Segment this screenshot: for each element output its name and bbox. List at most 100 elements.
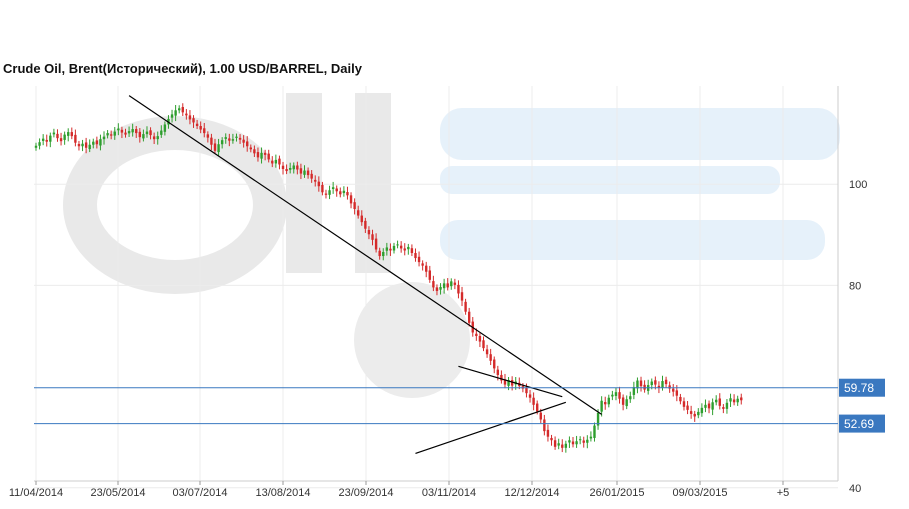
candle-18 xyxy=(99,134,102,151)
candle-180 xyxy=(679,393,682,405)
candle-42 xyxy=(185,109,188,120)
candle-body xyxy=(711,402,714,410)
candle-body xyxy=(403,248,406,251)
candle-body xyxy=(571,441,575,445)
candle-191 xyxy=(718,393,721,410)
candle-34 xyxy=(156,131,159,145)
candle-76 xyxy=(306,167,310,179)
candle-body xyxy=(249,147,252,150)
candle-118 xyxy=(457,280,460,299)
candle-body xyxy=(285,169,288,172)
candle-19 xyxy=(102,131,106,145)
candle-163 xyxy=(618,386,621,404)
candle-body xyxy=(700,407,704,414)
candle-body xyxy=(371,234,374,240)
candle-61 xyxy=(253,145,256,157)
candle-14 xyxy=(84,137,88,154)
candle-body xyxy=(41,138,45,141)
candle-80 xyxy=(321,181,324,196)
candle-body xyxy=(621,397,625,405)
candle-body xyxy=(92,141,95,145)
candle-body xyxy=(704,404,707,408)
candle-body xyxy=(353,202,356,209)
candle-150 xyxy=(571,436,575,448)
candle-body xyxy=(174,110,177,116)
candle-38 xyxy=(170,109,174,123)
candle-body xyxy=(357,210,360,216)
candle-body xyxy=(77,143,81,147)
candle-120 xyxy=(464,298,467,315)
candle-131 xyxy=(503,373,507,389)
price-candles xyxy=(34,103,743,453)
candle-93 xyxy=(367,226,371,240)
candle-body xyxy=(349,195,353,204)
candle-body xyxy=(636,380,639,389)
candle-body xyxy=(127,131,131,134)
candle-body xyxy=(421,263,424,266)
candle-96 xyxy=(378,247,381,260)
candle-67 xyxy=(274,154,278,168)
candle-body xyxy=(446,283,449,288)
candle-body xyxy=(52,132,56,135)
candle-107 xyxy=(417,251,421,267)
candle-196 xyxy=(736,395,739,406)
candle-148 xyxy=(564,440,568,453)
candle-body xyxy=(428,270,431,280)
candle-body xyxy=(500,374,503,381)
candle-164 xyxy=(621,394,625,411)
candle-body xyxy=(661,381,664,388)
candle-body xyxy=(228,138,231,141)
candle-body xyxy=(729,398,732,402)
candle-188 xyxy=(707,400,711,414)
candle-95 xyxy=(374,233,378,253)
candle-99 xyxy=(389,243,392,256)
candle-154 xyxy=(586,435,589,449)
candle-186 xyxy=(700,403,704,417)
candle-33 xyxy=(152,132,156,145)
candle-15 xyxy=(88,139,91,153)
candle-183 xyxy=(689,405,693,419)
x-tick-label-6: 12/12/2014 xyxy=(504,487,559,499)
candle-109 xyxy=(425,261,428,278)
candle-body xyxy=(210,137,213,145)
candle-body xyxy=(185,113,188,116)
candle-56 xyxy=(235,133,238,142)
candle-body xyxy=(414,253,417,259)
candle-28 xyxy=(135,126,138,138)
level-label-bg-1 xyxy=(839,414,885,433)
price-levels: 59.78 52.69 xyxy=(34,378,885,433)
candle-body xyxy=(485,349,489,355)
candle-65 xyxy=(267,149,270,163)
trendline-2 xyxy=(415,401,567,454)
candle-143 xyxy=(546,424,550,442)
candle-7 xyxy=(59,132,63,146)
candle-body xyxy=(668,385,671,389)
candle-160 xyxy=(607,394,610,408)
candle-body xyxy=(317,181,321,187)
candle-body xyxy=(310,173,313,179)
candle-body xyxy=(181,107,184,113)
candle-63 xyxy=(260,147,263,164)
candle-body xyxy=(657,385,661,388)
candle-body xyxy=(546,429,550,437)
candle-92 xyxy=(364,217,367,233)
candle-153 xyxy=(582,436,585,448)
candle-115 xyxy=(446,278,449,291)
oilstat-watermark xyxy=(63,93,840,398)
candle-body xyxy=(109,134,113,136)
candle-body xyxy=(278,158,281,165)
candle-body xyxy=(693,413,696,417)
candle-10 xyxy=(70,127,73,140)
candle-31 xyxy=(145,126,149,138)
candle-68 xyxy=(278,155,281,170)
candle-body xyxy=(496,369,500,375)
candle-133 xyxy=(510,376,514,391)
candle-79 xyxy=(317,176,321,192)
candle-body xyxy=(389,248,392,251)
candle-73 xyxy=(296,161,299,175)
candle-body xyxy=(740,397,743,401)
candle-body xyxy=(568,440,571,443)
candle-body xyxy=(170,114,174,118)
candle-100 xyxy=(392,242,396,254)
